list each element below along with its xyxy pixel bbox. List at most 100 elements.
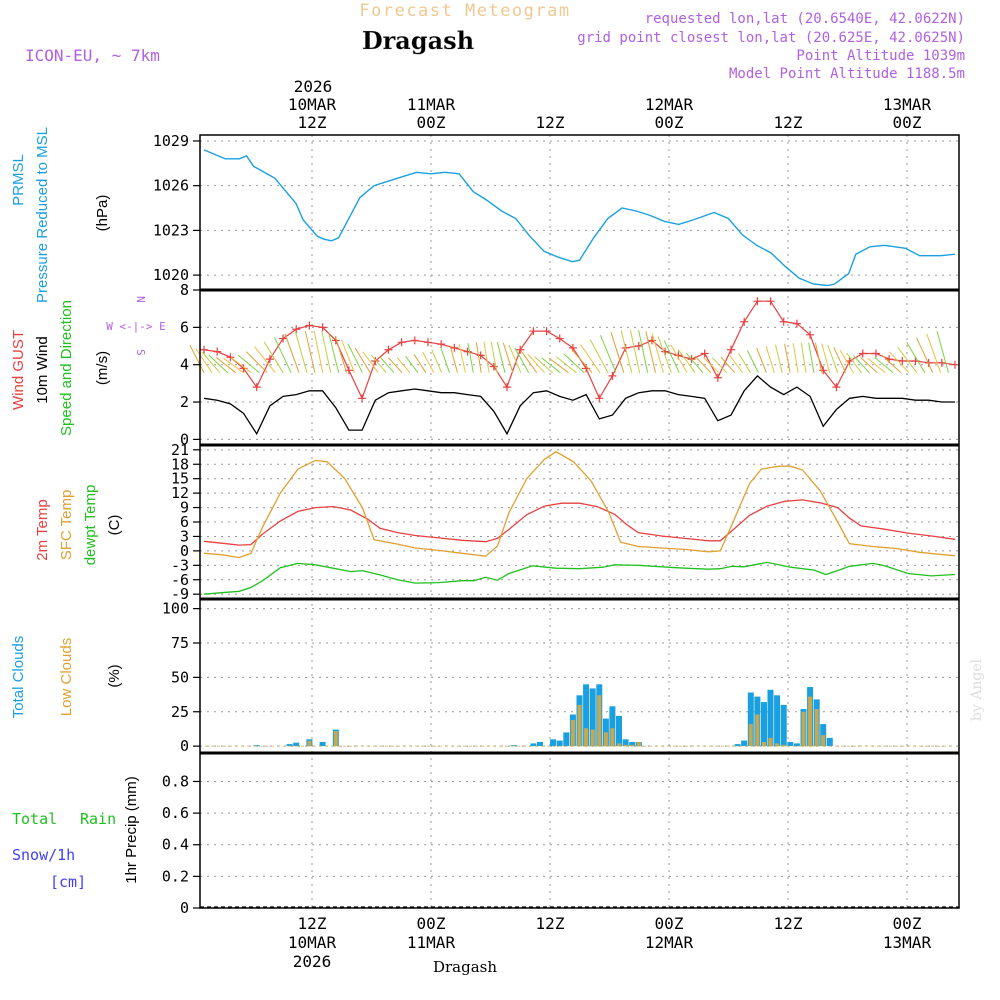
gust-marker-25 — [529, 327, 538, 336]
low-cloud-bar-1 — [333, 731, 338, 747]
ytick-label-4-4: 0.8 — [162, 772, 189, 790]
bottom-hour-label-1: 00Z — [417, 914, 446, 933]
ytick-label-1-4: 8 — [180, 281, 189, 299]
cloud-labels: Total Clouds Low Clouds (%) — [10, 636, 123, 719]
gust-marker-15 — [397, 338, 406, 347]
gust-marker-44 — [779, 317, 788, 326]
gust-marker-53 — [898, 356, 907, 365]
gust-marker-14 — [384, 345, 393, 354]
wind-arrow-1 — [195, 348, 213, 373]
gust-marker-19 — [450, 343, 459, 352]
ytick-label-2-6: 9 — [180, 499, 189, 517]
gust-marker-8 — [305, 321, 314, 330]
wind-arrow-47 — [555, 356, 577, 374]
total-cloud-bar-21 — [629, 742, 636, 747]
ytick-label-2-9: 18 — [171, 455, 189, 473]
wind-arrow-84 — [860, 357, 878, 374]
ytick-label-0-3: 1029 — [153, 132, 189, 150]
gust-marker-7 — [292, 325, 301, 334]
wind-arrow-33 — [458, 343, 466, 373]
wind-arrow-62 — [685, 352, 704, 374]
wind-arrow-24 — [379, 356, 395, 374]
precip-labels: Total Rain Snow/1h [cm] 1hr Precip (mm) — [12, 776, 140, 891]
low-cloud-bar-4 — [584, 728, 589, 747]
wind-arrow-92 — [926, 333, 942, 373]
wind-arrow-66 — [720, 356, 736, 374]
wind-arrow-32 — [449, 345, 458, 373]
pressure-line — [203, 149, 956, 287]
total-cloud-bar-10 — [556, 740, 563, 747]
wind-arrow-8 — [254, 346, 276, 374]
total-cloud-bar-27 — [761, 702, 767, 747]
precip-label-snow: Snow/1h — [12, 846, 75, 864]
top-hour-label-2: 12Z — [536, 113, 565, 132]
location-title: Dragash — [362, 26, 474, 55]
grid-point-coords: grid point closest lon,lat (20.625E, 42.… — [577, 30, 965, 46]
gust-marker-22 — [489, 362, 498, 371]
bottom-hour-label-0: 12Z — [298, 914, 327, 933]
ytick-label-3-3: 75 — [171, 634, 189, 652]
wind-arrow-27 — [405, 355, 419, 374]
wind-arrow-45 — [541, 357, 561, 374]
low-cloud-bar-12 — [636, 742, 641, 747]
wind-gust-line — [203, 300, 956, 400]
grid-lines — [200, 135, 959, 909]
precip-label-cm: [cm] — [50, 873, 86, 891]
low-cloud-bar-21 — [814, 709, 819, 747]
top-year-label: 2026 — [294, 77, 333, 96]
wind-arrow-49 — [571, 349, 593, 374]
ytick-label-4-1: 0.2 — [162, 867, 189, 885]
wind-arrow-65 — [711, 357, 728, 374]
wind-arrow-77 — [815, 342, 823, 373]
total-cloud-bar-15 — [589, 688, 596, 747]
low-cloud-bar-18 — [781, 744, 786, 747]
wind-arrow-34 — [467, 343, 474, 373]
wind-arrow-82 — [846, 352, 862, 374]
gust-marker-16 — [410, 336, 419, 345]
wind-speed-line — [203, 374, 955, 436]
ytick-label-2-3: 0 — [180, 542, 189, 560]
low-cloud-bar-5 — [590, 729, 595, 747]
axis-ticks: 102010231026102902468-9-6-30369121518210… — [153, 132, 200, 917]
bottom-hour-label-5: 00Z — [893, 914, 922, 933]
wind-arrow-86 — [874, 357, 894, 374]
gust-marker-57 — [951, 360, 959, 369]
wind-arrow-72 — [775, 344, 783, 373]
gust-marker-5 — [265, 355, 274, 364]
wind-arrow-3 — [208, 354, 229, 374]
wind-arrow-88 — [889, 351, 910, 374]
gust-marker-18 — [437, 340, 446, 349]
low-cloud-bar-6 — [597, 695, 602, 747]
pressure-unit: (hPa) — [94, 195, 111, 232]
pressure-label-2: Pressure Reduced to MSL — [34, 127, 51, 303]
compass-west-east: W <-|-> E — [106, 320, 166, 333]
wind-arrow-22 — [362, 351, 379, 373]
gust-marker-38 — [700, 349, 709, 358]
low-cloud-bar-0 — [307, 740, 312, 747]
total-cloud-bar-29 — [774, 695, 781, 747]
wind-arrow-42 — [520, 350, 538, 373]
wind-arrow-37 — [490, 341, 498, 373]
wind-arrow-15 — [313, 330, 324, 373]
wind-arrow-75 — [800, 342, 807, 373]
wind-arrow-61 — [677, 349, 696, 373]
ytick-label-0-0: 1020 — [153, 266, 189, 284]
ytick-label-4-3: 0.6 — [162, 804, 189, 822]
wind-arrow-4 — [215, 357, 237, 374]
pressure-label-1: PRMSL — [10, 154, 27, 206]
total-cloud-bar-14 — [583, 684, 590, 747]
wind-arrow-35 — [475, 342, 482, 373]
total-cloud-bar-25 — [747, 692, 754, 747]
wind-arrow-74 — [792, 343, 799, 373]
gust-marker-43 — [766, 297, 775, 306]
wind-arrow-51 — [589, 339, 609, 373]
precip-unit: 1hr Precip (mm) — [123, 776, 140, 884]
total-cloud-bar-11 — [563, 732, 570, 747]
wind-arrow-29 — [422, 351, 435, 373]
wind-label-1: Wind GUST — [10, 330, 27, 410]
wind-arrow-17 — [328, 333, 340, 373]
top-hour-label-0: 12Z — [298, 113, 327, 132]
top-day-label-0: 10MAR — [288, 95, 337, 114]
wind-arrow-55 — [638, 330, 649, 373]
